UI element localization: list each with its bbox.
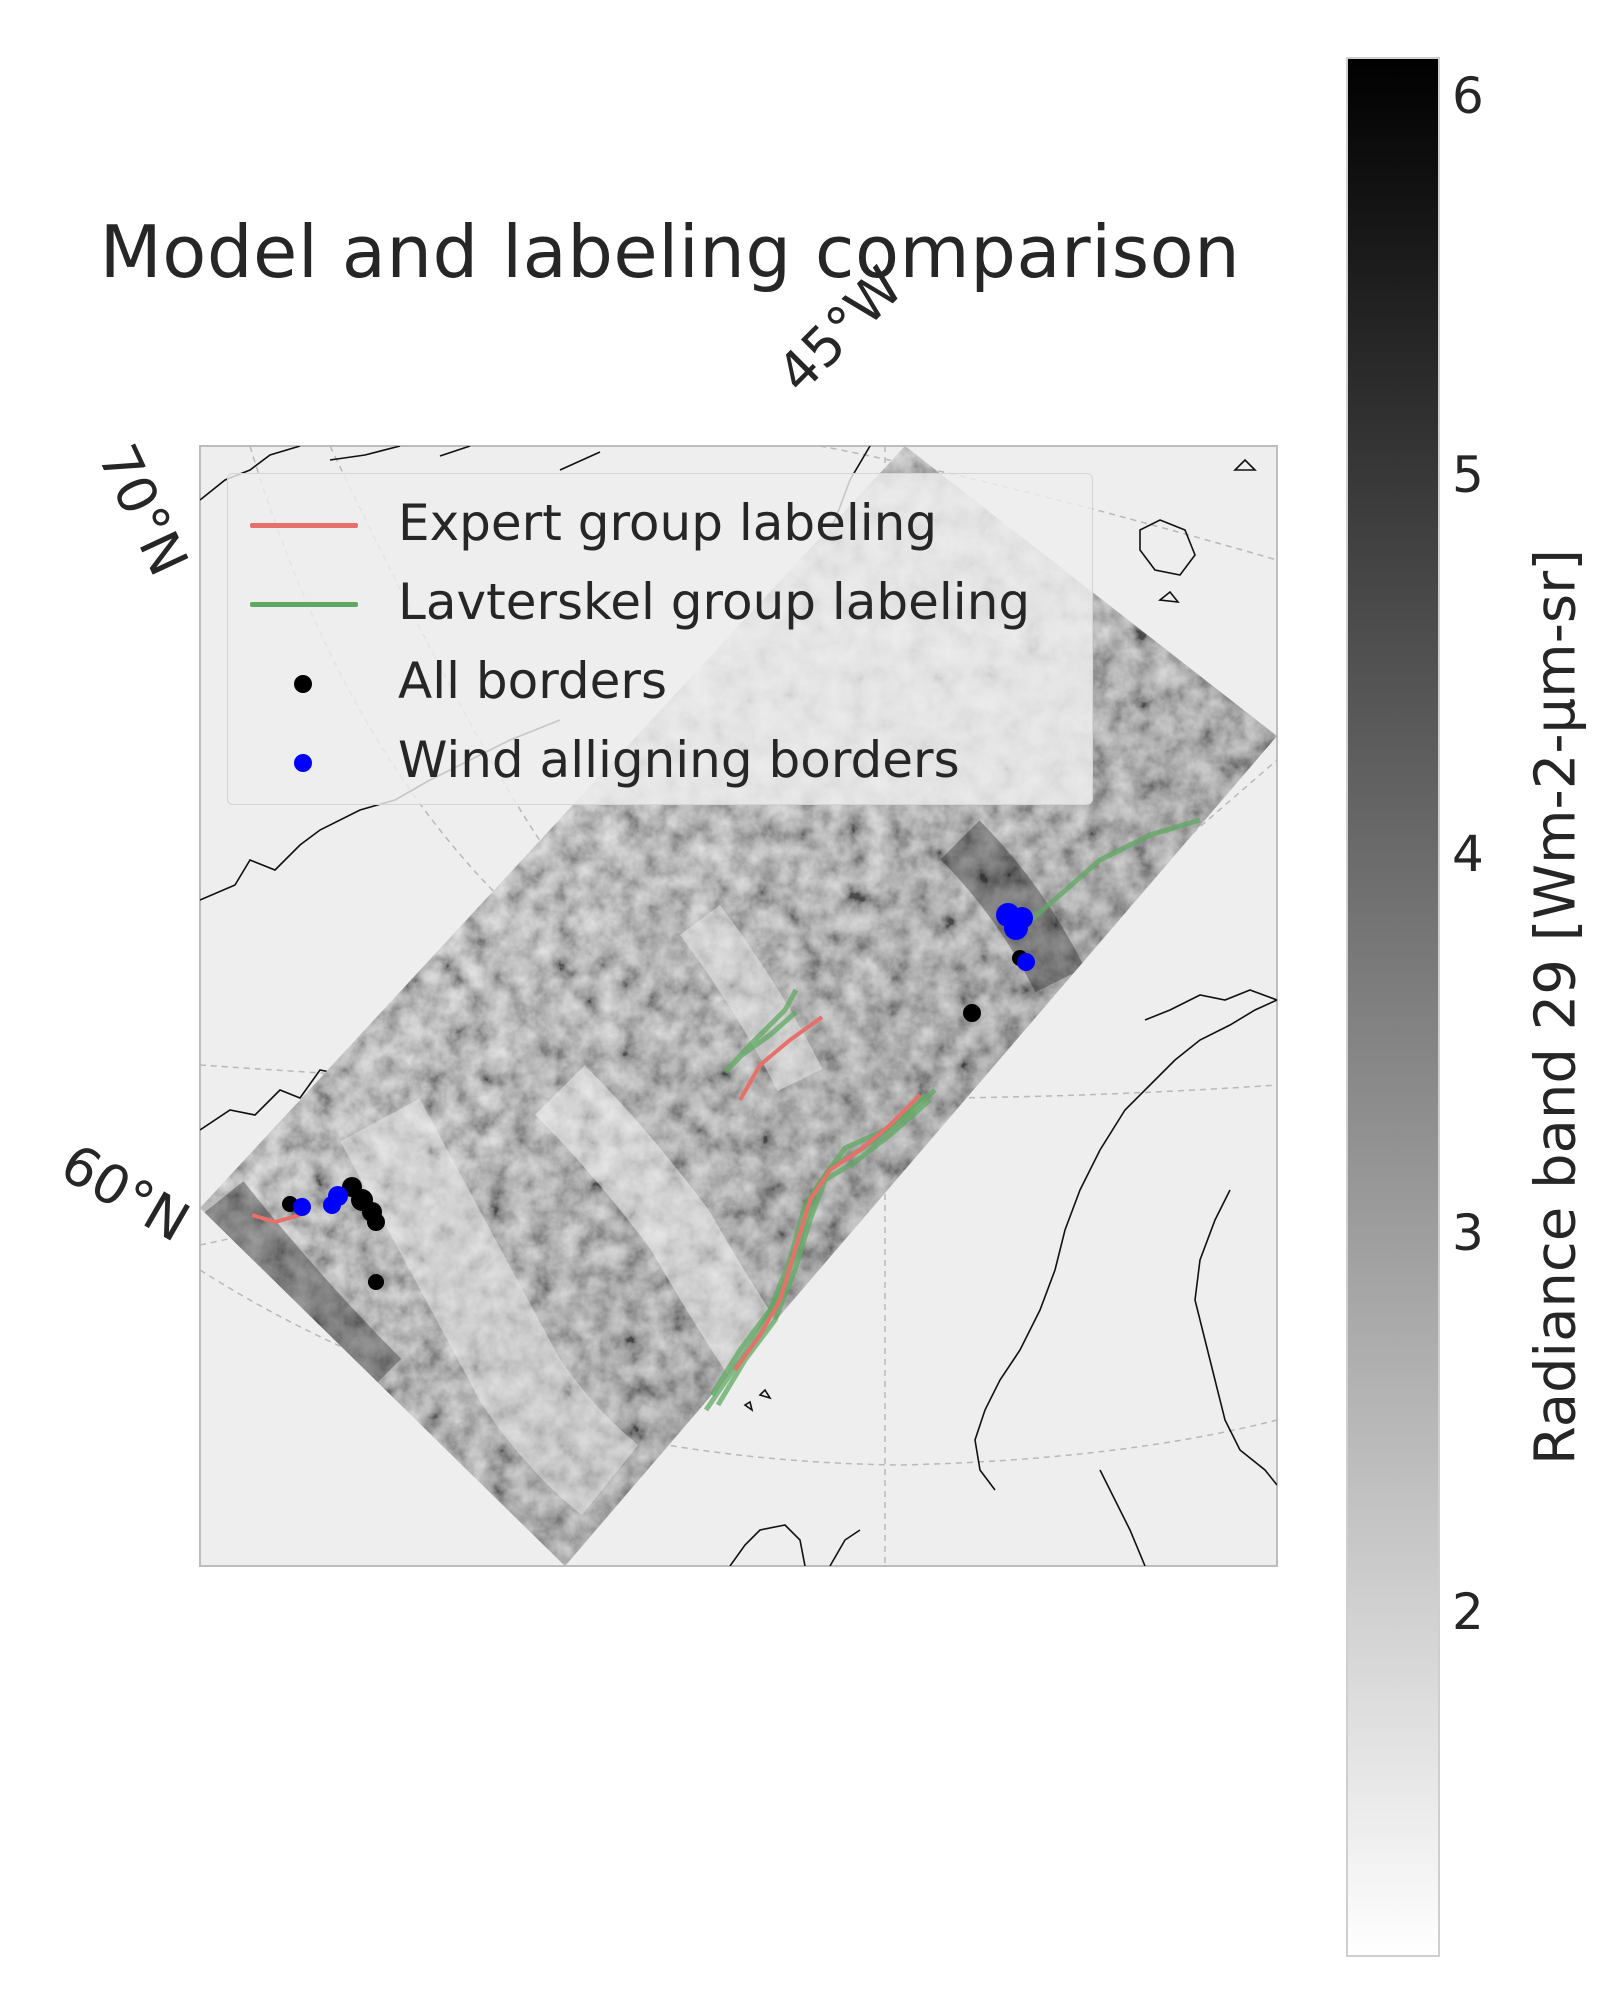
figure-title: Model and labeling comparison xyxy=(99,210,1241,294)
legend-label: Wind alligning borders xyxy=(398,731,960,789)
british-isles xyxy=(729,1524,861,1566)
norway-north xyxy=(1144,989,1277,1021)
norway-coast xyxy=(974,999,1277,1491)
legend: Expert group labeling Lavterskel group l… xyxy=(227,473,1093,805)
arctic-islands xyxy=(200,446,301,501)
legend-dot-icon xyxy=(294,754,312,772)
legend-item-lavterskel: Lavterskel group labeling xyxy=(228,565,1092,644)
colorbar-gradient xyxy=(1346,57,1440,1957)
colorbar-tick-4: 4 xyxy=(1452,825,1484,883)
legend-item-expert: Expert group labeling xyxy=(228,486,1092,565)
legend-label: Lavterskel group labeling xyxy=(398,573,1031,631)
expert-group-lines xyxy=(251,1015,922,1372)
spitsbergen-islands xyxy=(1157,458,1257,604)
arctic-islands-2 xyxy=(329,446,601,471)
legend-item-wind-borders: Wind alligning borders xyxy=(228,723,1092,802)
colorbar-frame xyxy=(1346,57,1440,1957)
colorbar-label: Radiance band 29 [Wm-2-µm-sr] xyxy=(1523,549,1589,1465)
legend-dot-icon xyxy=(294,675,312,693)
wind-alligning-borders-points xyxy=(293,903,1035,1216)
legend-label: Expert group labeling xyxy=(398,494,938,552)
colorbar-tick-6: 6 xyxy=(1452,67,1484,125)
colorbar-tick-5: 5 xyxy=(1452,446,1484,504)
sweden-finland-coast xyxy=(1194,1189,1277,1486)
legend-line-icon xyxy=(250,602,358,607)
legend-label: All borders xyxy=(398,652,667,710)
baltic-coast xyxy=(1099,1469,1146,1566)
svalbard xyxy=(1139,519,1196,576)
legend-item-all-borders: All borders xyxy=(228,644,1092,723)
faroe-islands xyxy=(743,1388,772,1412)
meridian-east xyxy=(884,759,1277,1101)
colorbar-tick-3: 3 xyxy=(1452,1204,1484,1262)
colorbar-tick-2: 2 xyxy=(1452,1583,1484,1641)
parallel-55n xyxy=(200,1269,1277,1466)
legend-line-icon xyxy=(250,523,358,528)
